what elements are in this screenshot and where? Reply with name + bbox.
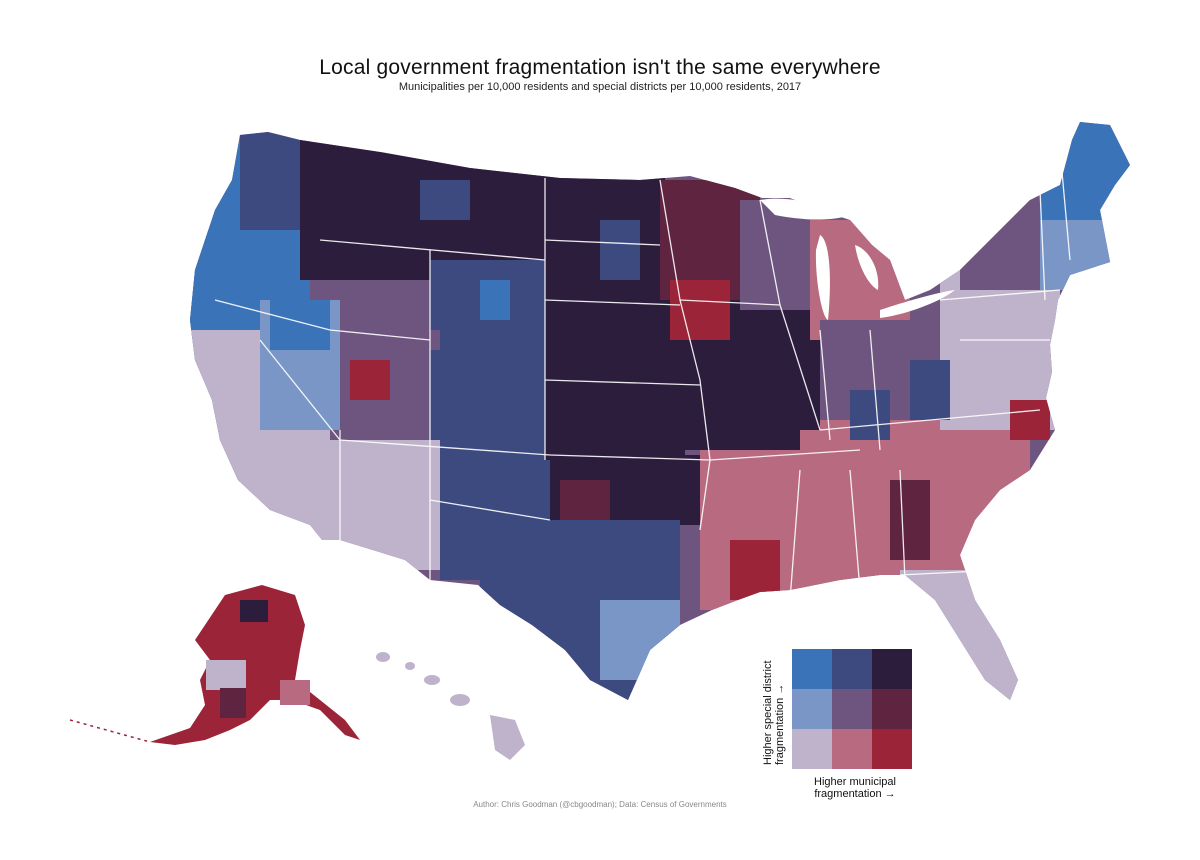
state-boundary (544, 239, 661, 246)
lake-superior (760, 198, 850, 220)
texture-patch (850, 390, 890, 440)
legend-cell (832, 649, 872, 689)
texture-patch (740, 340, 820, 430)
texture-patch (480, 280, 510, 320)
state-boundary (869, 329, 881, 451)
state-boundary (549, 454, 711, 461)
texture-patch (670, 280, 730, 340)
region-arizona (320, 440, 440, 570)
state-boundary (939, 289, 1061, 301)
hawaii-island (450, 694, 470, 706)
state-boundary (819, 409, 1041, 431)
texture-patch (910, 360, 950, 420)
hawaii-big-island (490, 715, 525, 760)
legend-cell (792, 689, 832, 729)
state-boundary (544, 379, 701, 386)
texture-patch (350, 360, 390, 400)
legend-y-label-line1: Higher special district (762, 660, 774, 765)
credit-line: Author: Chris Goodman (@cbgoodman); Data… (473, 800, 727, 809)
texture-patch (600, 220, 640, 280)
state-boundary (709, 449, 861, 461)
state-boundary (1039, 189, 1046, 301)
state-boundary (789, 469, 801, 601)
great-lakes (760, 198, 955, 320)
region-southern-new-england (1040, 220, 1120, 290)
chart-title: Local government fragmentation isn't the… (319, 56, 881, 79)
state-boundary (899, 469, 906, 581)
legend-y-axis-label: Higher special district fragmentation → (762, 660, 786, 765)
state-boundary (259, 339, 341, 441)
hawaii-island (405, 662, 415, 670)
region-new-york (960, 200, 1040, 290)
hawaii-island (376, 652, 390, 662)
state-boundary (544, 299, 681, 306)
alaska-patch (280, 680, 310, 705)
state-boundary (319, 239, 546, 261)
hawaii (376, 652, 525, 760)
state-boundaries (214, 149, 1071, 601)
state-boundary (899, 569, 1001, 576)
legend-cell (832, 689, 872, 729)
legend-cell (872, 729, 912, 769)
texture-patch (1010, 400, 1050, 440)
bivariate-legend (792, 649, 912, 769)
aleutian-islands (69, 719, 151, 743)
state-boundary (214, 299, 431, 341)
state-boundary (819, 329, 831, 441)
legend-x-label-line1: Higher municipal (814, 776, 896, 788)
region-washington (240, 125, 310, 235)
alaska-patch (206, 660, 246, 690)
hawaii-island (424, 675, 440, 685)
texture-patch (560, 480, 610, 520)
texture-patch (420, 180, 470, 220)
alaska-patch (220, 688, 246, 718)
state-boundary (339, 439, 551, 456)
texture-patch (890, 480, 930, 560)
region-nebraska-kansas (545, 300, 685, 460)
state-boundary (759, 199, 821, 431)
state-boundary (1059, 149, 1071, 261)
legend-cell (872, 649, 912, 689)
legend-y-label-line2: fragmentation → (774, 683, 786, 765)
texture-patch (270, 300, 330, 350)
legend-cell (872, 689, 912, 729)
alaska (69, 585, 360, 745)
alaska-patch (240, 600, 268, 622)
legend-x-axis-label: Higher municipal fragmentation → (800, 776, 910, 800)
state-boundary (659, 179, 711, 531)
lake-huron (855, 245, 879, 290)
lake-erie (880, 290, 955, 318)
legend-cell (792, 649, 832, 689)
texture-patch (730, 540, 780, 600)
state-boundary (849, 469, 861, 591)
region-texas-south (600, 600, 680, 680)
state-boundary (679, 299, 781, 306)
region-florida (900, 570, 1030, 700)
chart-subtitle: Municipalities per 10,000 residents and … (398, 81, 802, 93)
legend-cell (832, 729, 872, 769)
state-boundary (429, 499, 551, 521)
lake-michigan (815, 235, 830, 320)
legend-x-label-line2: fragmentation → (814, 788, 896, 800)
region-colorado (430, 350, 550, 460)
legend-cell (792, 729, 832, 769)
